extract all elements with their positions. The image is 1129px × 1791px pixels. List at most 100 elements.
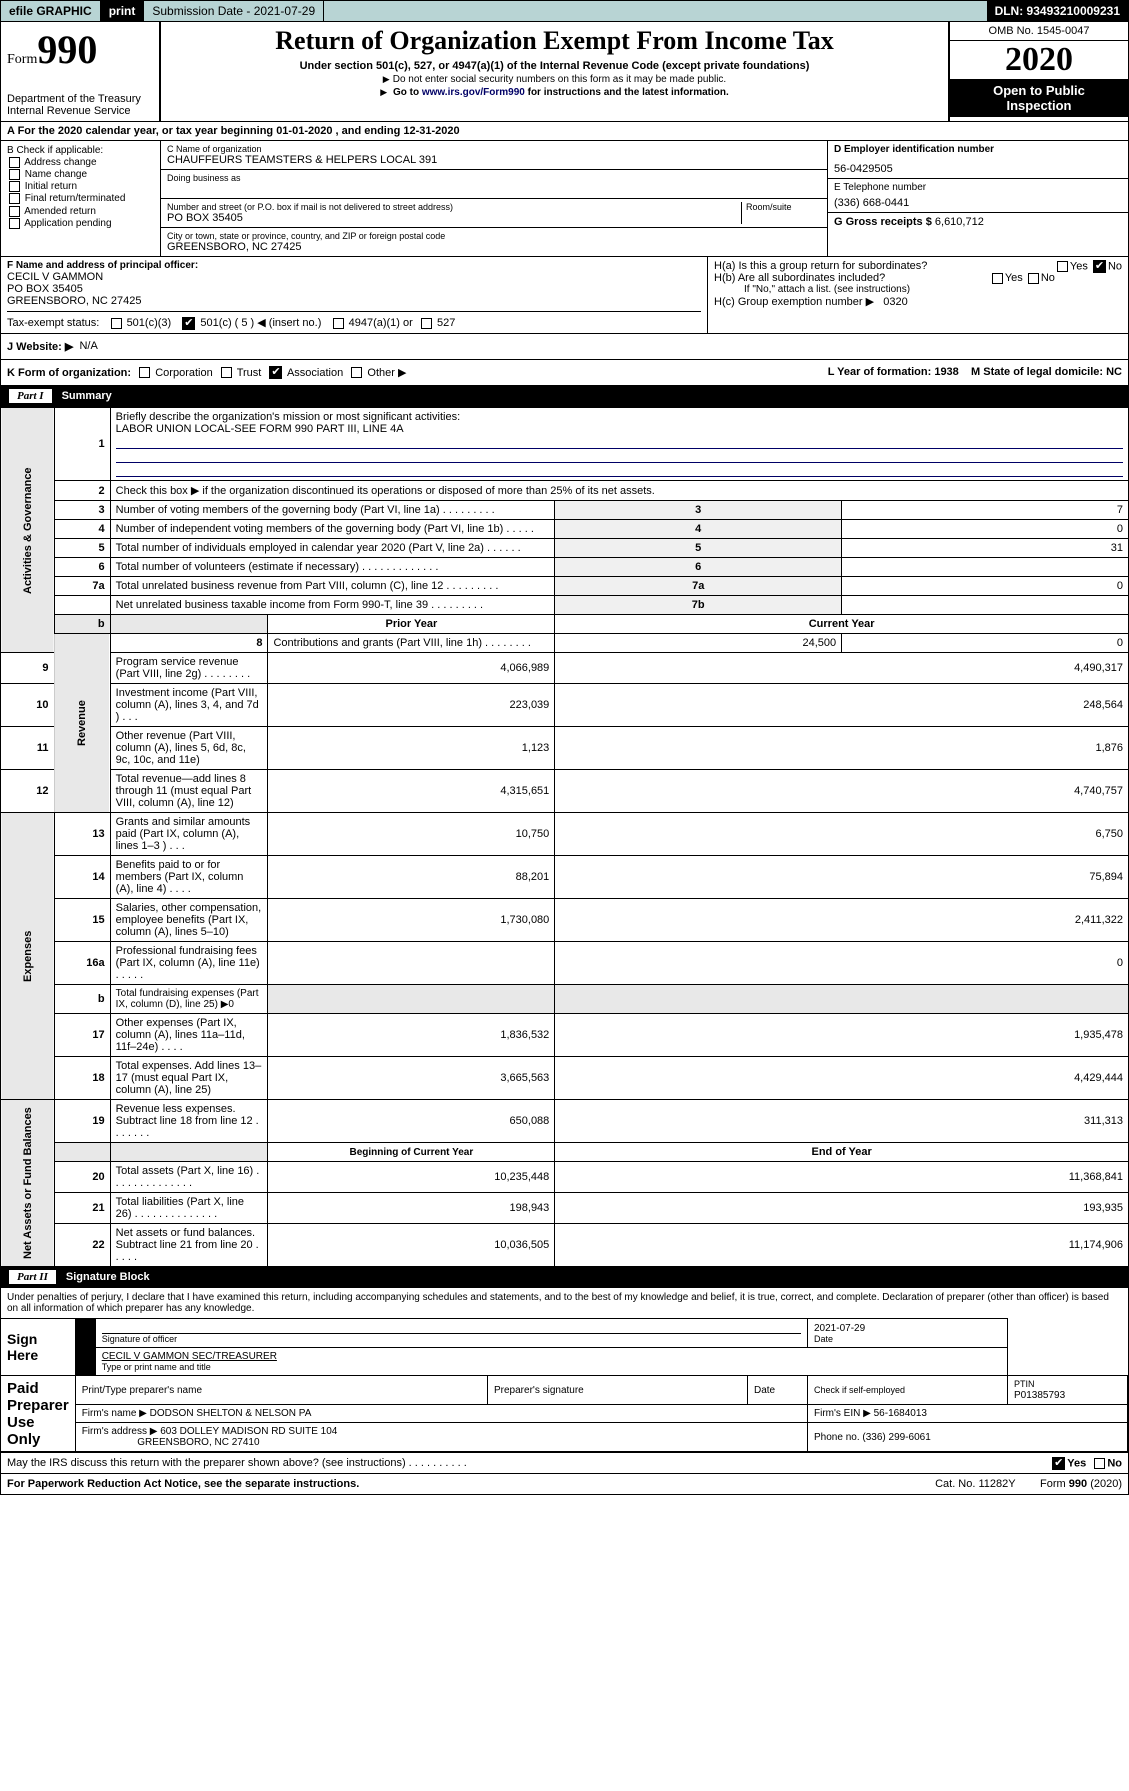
- i-4947[interactable]: 4947(a)(1) or: [349, 317, 413, 329]
- side-expenses: Expenses: [1, 813, 55, 1100]
- paid-preparer: Paid Preparer Use Only: [1, 1376, 75, 1452]
- form-word: Form: [7, 52, 37, 67]
- hb-note: If "No," attach a list. (see instruction…: [714, 284, 1122, 295]
- r4: Number of independent voting members of …: [110, 520, 555, 539]
- k-trust[interactable]: Trust: [237, 367, 262, 379]
- f-lbl: F Name and address of principal officer:: [7, 260, 198, 271]
- tax-year: 2020: [950, 41, 1128, 79]
- chk-initial[interactable]: Initial return: [25, 181, 77, 192]
- open-to-public: Open to PublicInspection: [950, 79, 1128, 117]
- pra-notice: For Paperwork Reduction Act Notice, see …: [7, 1478, 359, 1490]
- sig-officer-lbl: Signature of officer: [102, 1334, 801, 1344]
- rev11: Other revenue (Part VIII, column (A), li…: [110, 727, 268, 770]
- hb-no[interactable]: No: [1041, 272, 1055, 284]
- submission-date: Submission Date - 2021-07-29: [144, 1, 324, 21]
- addr-lbl: Number and street (or P.O. box if mail i…: [167, 202, 741, 212]
- entity-grid: B Check if applicable: Address change Na…: [0, 141, 1129, 257]
- sig-date-lbl: Date: [814, 1334, 1001, 1344]
- net20: Total assets (Part X, line 16) . . . . .…: [110, 1162, 268, 1193]
- sig-name-lbl: Type or print name and title: [102, 1362, 1001, 1372]
- firm-lbl: Firm's name ▶: [82, 1408, 147, 1419]
- i-527[interactable]: 527: [437, 317, 455, 329]
- r7b: Net unrelated business taxable income fr…: [110, 596, 555, 615]
- self-emp[interactable]: Check if self-employed: [814, 1385, 905, 1395]
- i-lbl: Tax-exempt status:: [7, 317, 99, 329]
- part2-title: Signature Block: [66, 1271, 150, 1283]
- pdate-lbl: Date: [748, 1376, 808, 1405]
- ha-yes[interactable]: Yes: [1070, 260, 1088, 272]
- sig-name: CECIL V GAMMON SEC/TREASURER: [102, 1351, 1001, 1362]
- org-city: GREENSBORO, NC 27425: [167, 241, 821, 253]
- exp18: Total expenses. Add lines 13–17 (must eq…: [110, 1057, 268, 1100]
- org-name: CHAUFFEURS TEAMSTERS & HELPERS LOCAL 391: [167, 154, 821, 166]
- i-501c[interactable]: 501(c) ( 5 ) ◀ (insert no.): [200, 317, 321, 329]
- faddr1: 603 DOLLEY MADISON RD SUITE 104: [160, 1426, 337, 1437]
- rev10: Investment income (Part VIII, column (A)…: [110, 684, 268, 727]
- dept-irs: Internal Revenue Service: [7, 105, 153, 117]
- section-c: C Name of organization CHAUFFEURS TEAMST…: [161, 141, 828, 256]
- chk-name[interactable]: Name change: [25, 169, 87, 180]
- discuss-yes[interactable]: Yes: [1067, 1458, 1086, 1470]
- part1-num: Part I: [9, 389, 52, 403]
- chk-pending[interactable]: Application pending: [24, 218, 111, 229]
- c-name-lbl: C Name of organization: [167, 144, 821, 154]
- org-address: PO BOX 35405: [167, 212, 741, 224]
- exp17: Other expenses (Part IX, column (A), lin…: [110, 1014, 268, 1057]
- exp16b: Total fundraising expenses (Part IX, col…: [110, 985, 268, 1014]
- exp13: Grants and similar amounts paid (Part IX…: [110, 813, 268, 856]
- k-corp[interactable]: Corporation: [155, 367, 212, 379]
- section-b: B Check if applicable: Address change Na…: [1, 141, 161, 256]
- ein-lbl: Firm's EIN ▶: [814, 1408, 871, 1419]
- rev12: Total revenue—add lines 8 through 11 (mu…: [110, 770, 268, 813]
- j-lbl: J Website: ▶: [7, 340, 73, 353]
- k-other[interactable]: Other ▶: [367, 367, 406, 379]
- form-number: 990: [37, 27, 97, 72]
- section-de: D Employer identification number 56-0429…: [828, 141, 1128, 256]
- website: N/A: [79, 340, 97, 352]
- e-lbl: E Telephone number: [834, 182, 1122, 193]
- exp15: Salaries, other compensation, employee b…: [110, 899, 268, 942]
- dln: DLN: 93493210009231: [987, 1, 1128, 21]
- l-year: L Year of formation: 1938: [828, 366, 959, 378]
- k-assoc[interactable]: Association: [287, 367, 343, 379]
- q2: Check this box ▶ if the organization dis…: [110, 481, 1128, 501]
- footer: For Paperwork Reduction Act Notice, see …: [0, 1474, 1129, 1495]
- efile-btn[interactable]: efile GRAPHIC: [1, 1, 101, 21]
- current-year-hdr: Current Year: [555, 615, 1129, 634]
- hb-yes[interactable]: Yes: [1005, 272, 1023, 284]
- topbar-spacer: [324, 1, 986, 21]
- r6: Total number of volunteers (estimate if …: [110, 558, 555, 577]
- chk-amended[interactable]: Amended return: [24, 206, 96, 217]
- form-header: Form990 Department of the Treasury Inter…: [0, 22, 1129, 122]
- r5: Total number of individuals employed in …: [110, 539, 555, 558]
- ha-no[interactable]: No: [1108, 260, 1122, 272]
- i-501c3[interactable]: 501(c)(3): [127, 317, 172, 329]
- side-activities: Activities & Governance: [1, 408, 55, 653]
- ptin-lbl: PTIN: [1014, 1379, 1035, 1389]
- part1-title: Summary: [62, 390, 112, 402]
- chk-final[interactable]: Final return/terminated: [25, 194, 126, 205]
- exp19: Revenue less expenses. Subtract line 18 …: [110, 1100, 268, 1143]
- form990-link[interactable]: www.irs.gov/Form990: [422, 87, 525, 98]
- chk-address[interactable]: Address change: [24, 157, 96, 168]
- r3: Number of voting members of the governin…: [110, 501, 555, 520]
- form-title: Return of Organization Exempt From Incom…: [167, 26, 942, 56]
- form-subtitle-3: Go to www.irs.gov/Form990 for instructio…: [167, 87, 942, 98]
- sign-here: Sign Here: [1, 1319, 75, 1376]
- hb-lbl: H(b) Are all subordinates included?: [714, 272, 885, 284]
- gross-receipts: 6,610,712: [935, 216, 984, 228]
- ha-lbl: H(a) Is this a group return for subordin…: [714, 260, 927, 272]
- fphone: (336) 299-6061: [862, 1432, 930, 1443]
- discuss-no[interactable]: No: [1107, 1458, 1122, 1470]
- end-year-hdr: End of Year: [555, 1143, 1129, 1162]
- ptin: P01385793: [1014, 1390, 1065, 1401]
- print-btn[interactable]: print: [101, 1, 145, 21]
- part2-header: Part II Signature Block: [0, 1267, 1129, 1288]
- officer-name: CECIL V GAMMON: [7, 271, 701, 283]
- phone: (336) 668-0441: [834, 197, 1122, 209]
- goto-post: for instructions and the latest informat…: [525, 87, 729, 98]
- rev9: Program service revenue (Part VIII, line…: [110, 653, 268, 684]
- form-subtitle-1: Under section 501(c), 527, or 4947(a)(1)…: [167, 60, 942, 72]
- part2-num: Part II: [9, 1270, 56, 1284]
- omb-number: OMB No. 1545-0047: [950, 22, 1128, 41]
